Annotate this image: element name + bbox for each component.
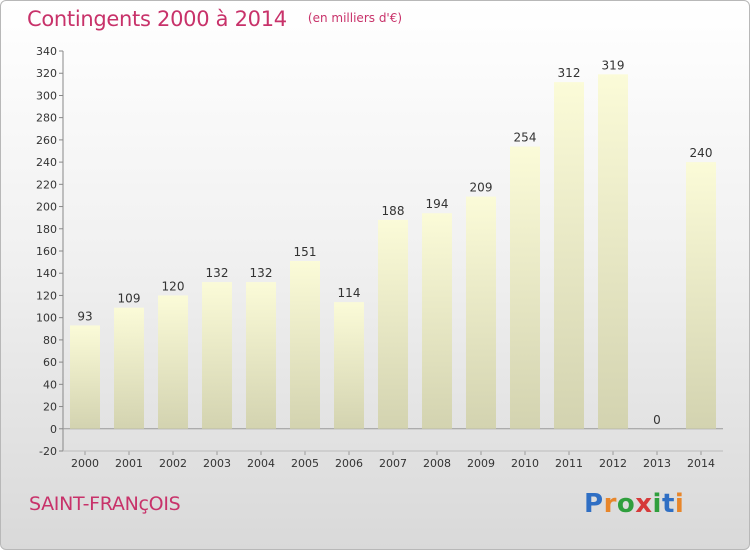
- bar: [114, 307, 144, 429]
- y-tick-label: 280: [36, 112, 57, 125]
- y-tick-label: 200: [36, 201, 57, 214]
- bar: [202, 282, 232, 429]
- bar: [422, 213, 452, 429]
- data-label: 312: [558, 66, 581, 80]
- proxiti-logo: Proxiti: [584, 489, 684, 519]
- data-label: 0: [653, 413, 661, 427]
- data-label: 151: [294, 245, 317, 259]
- bar: [598, 74, 628, 429]
- logo-letter-r: r: [603, 489, 617, 519]
- data-label: 120: [162, 279, 185, 293]
- x-tick-label: 2001: [115, 457, 143, 470]
- data-label: 240: [690, 146, 713, 160]
- data-label: 132: [250, 266, 273, 280]
- x-tick-label: 2007: [379, 457, 407, 470]
- x-tick-label: 2010: [511, 457, 539, 470]
- place-name: SAINT-FRANçOIS: [29, 493, 181, 515]
- data-label: 188: [382, 204, 405, 218]
- data-label: 209: [470, 181, 493, 195]
- x-tick-label: 2013: [643, 457, 671, 470]
- y-tick-label: 60: [43, 356, 57, 369]
- y-tick-label: 40: [43, 378, 57, 391]
- bar: [290, 261, 320, 429]
- data-label: 194: [426, 197, 449, 211]
- y-tick-label: 220: [36, 178, 57, 191]
- data-label: 114: [338, 286, 361, 300]
- x-tick-label: 2002: [159, 457, 187, 470]
- y-tick-label: 160: [36, 245, 57, 258]
- y-tick-label: 140: [36, 267, 57, 280]
- y-tick-label: 340: [36, 45, 57, 58]
- y-tick-label: 180: [36, 223, 57, 236]
- x-tick-label: 2005: [291, 457, 319, 470]
- data-label: 254: [514, 131, 537, 145]
- logo-letter-x: x: [635, 489, 653, 519]
- bar: [334, 302, 364, 429]
- y-tick-label: 260: [36, 134, 57, 147]
- y-tick-label: 240: [36, 156, 57, 169]
- x-tick-label: 2003: [203, 457, 231, 470]
- data-label: 109: [118, 292, 141, 306]
- x-tick-label: 2011: [555, 457, 583, 470]
- bar: [158, 295, 188, 429]
- x-tick-label: 2004: [247, 457, 275, 470]
- data-label: 132: [206, 266, 229, 280]
- y-tick-label: -20: [39, 445, 57, 458]
- y-tick-label: 300: [36, 89, 57, 102]
- x-tick-label: 2008: [423, 457, 451, 470]
- y-tick-label: 100: [36, 312, 57, 325]
- x-tick-label: 2006: [335, 457, 363, 470]
- bar: [686, 162, 716, 429]
- plot-area: -20 0 20 40 60 80 100 120 140 160 180 200 220 240 260 2…: [36, 45, 723, 470]
- y-tick-label: 320: [36, 67, 57, 80]
- chart-title: Contingents 2000 à 2014: [27, 7, 287, 31]
- bar: [466, 196, 496, 429]
- x-tick-label: 2009: [467, 457, 495, 470]
- x-tick-label: 2014: [687, 457, 715, 470]
- logo-letter-i: i: [652, 489, 662, 519]
- title-block: Contingents 2000 à 2014 (en milliers d'€…: [27, 7, 402, 31]
- logo-letter-t: t: [661, 489, 675, 519]
- x-tick-label: 2000: [71, 457, 99, 470]
- bar: [510, 146, 540, 429]
- y-tick-label: 80: [43, 334, 57, 347]
- x-tick-label: 2012: [599, 457, 627, 470]
- chart-unit: (en milliers d'€): [307, 11, 403, 25]
- data-label: 319: [602, 58, 625, 72]
- bar: [554, 82, 584, 429]
- data-label: 93: [77, 309, 92, 323]
- y-tick-label: 20: [43, 401, 57, 414]
- bar: [378, 219, 408, 429]
- logo-letter-i2: i: [674, 489, 685, 519]
- y-tick-label: 120: [36, 289, 57, 302]
- logo-letter-o: o: [616, 489, 636, 519]
- y-tick-label: 0: [50, 423, 57, 436]
- bar: [70, 325, 100, 429]
- bar: [246, 282, 276, 429]
- logo-letter-p: P: [584, 489, 604, 519]
